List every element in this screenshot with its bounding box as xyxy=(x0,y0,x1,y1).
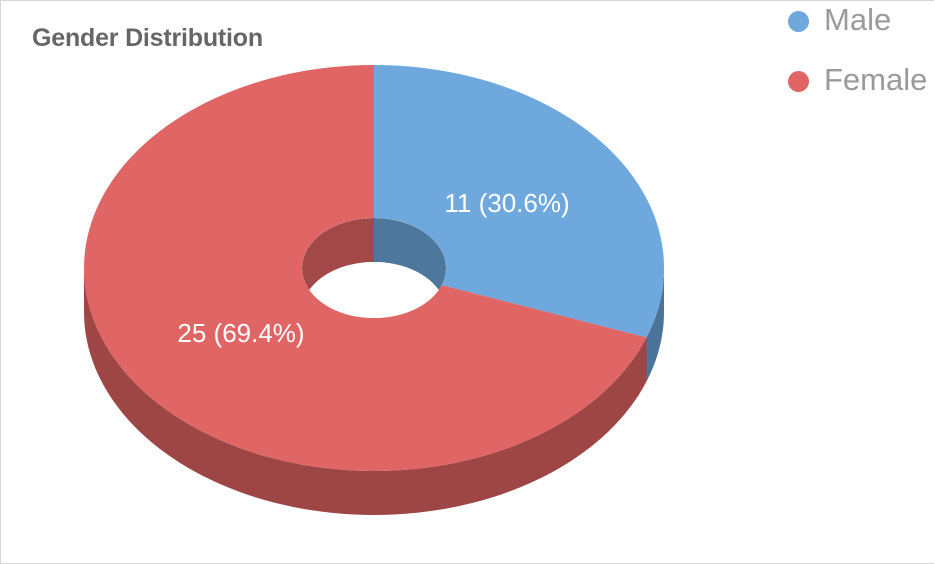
chart-title: Gender Distribution xyxy=(32,24,263,52)
slice-side-male xyxy=(646,268,664,382)
donut-hole-floor xyxy=(302,262,446,318)
data-label-female: 25 (69.4%) xyxy=(177,318,304,348)
hole-wall-male xyxy=(374,218,446,312)
legend-swatch-male xyxy=(788,11,809,32)
slice-female[interactable] xyxy=(84,65,647,471)
legend-swatch-female xyxy=(788,71,809,92)
slice-side-female xyxy=(84,268,647,515)
legend-label-female: Female xyxy=(824,62,928,97)
slice-male[interactable] xyxy=(374,65,664,338)
data-label-male: 11 (30.6%) xyxy=(444,188,569,218)
legend-label-male: Male xyxy=(824,2,892,37)
hole-wall-female xyxy=(302,218,374,312)
